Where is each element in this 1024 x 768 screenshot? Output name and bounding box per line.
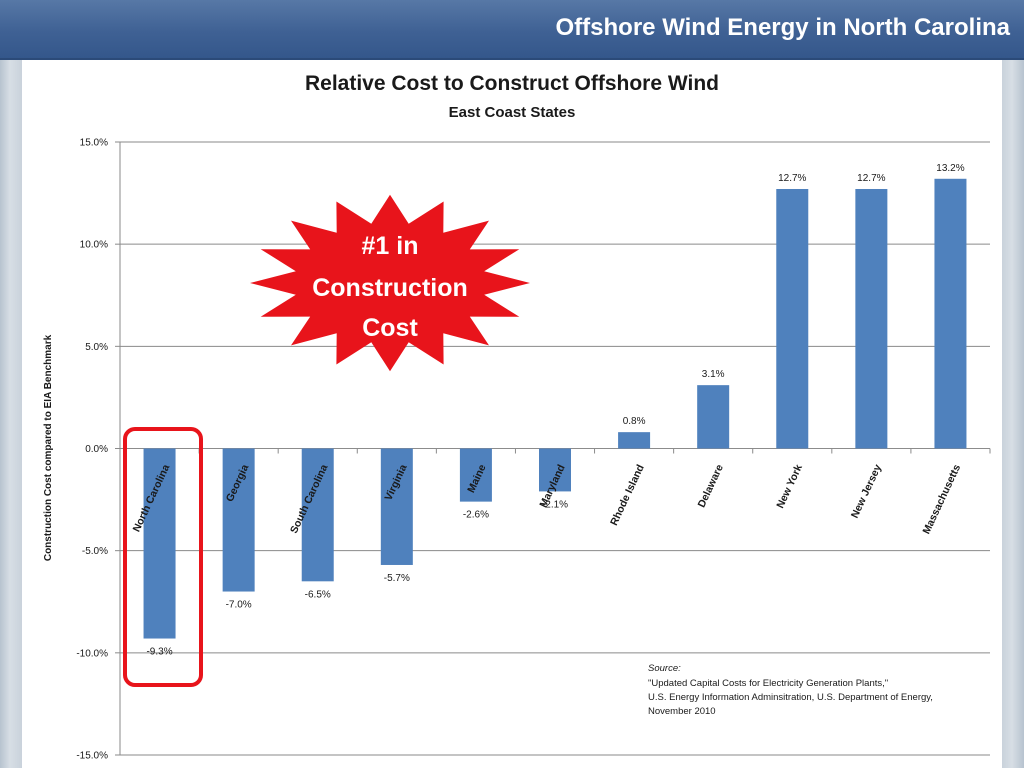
value-label: -9.3% bbox=[146, 647, 172, 658]
starburst-shape bbox=[250, 194, 530, 372]
y-tick-label: 5.0% bbox=[85, 342, 108, 353]
bar bbox=[776, 188, 809, 449]
y-tick-label: 10.0% bbox=[80, 240, 108, 251]
y-axis-ticks: 15.0% 10.0% 5.0% 0.0% -5.0% -10.0% -15.0% bbox=[76, 138, 108, 762]
source-line-3: U.S. Energy Information Adminsitration, … bbox=[648, 692, 933, 703]
callout-line-3: Cost bbox=[362, 314, 418, 342]
bar bbox=[380, 448, 413, 565]
chart-panel bbox=[22, 60, 1002, 768]
value-label: 13.2% bbox=[936, 163, 964, 174]
bar bbox=[539, 448, 571, 492]
bar bbox=[934, 178, 967, 449]
chart-subtitle: East Coast States bbox=[449, 104, 576, 121]
chart-title: Relative Cost to Construct Offshore Wind bbox=[305, 72, 719, 95]
category-label: Delaware bbox=[696, 463, 726, 510]
slide-title: Offshore Wind Energy in North Carolina bbox=[555, 14, 1010, 41]
slide-header: Offshore Wind Energy in North Carolina bbox=[0, 0, 1024, 60]
gridlines bbox=[115, 141, 991, 756]
bar bbox=[697, 385, 730, 449]
value-label: -7.0% bbox=[226, 600, 252, 611]
category-label: New Jersey bbox=[849, 463, 884, 521]
value-labels: -9.3% -7.0% -6.5% -5.7% -2.6% -2.1% 0.8% 3.1% 12… bbox=[146, 163, 964, 658]
y-tick-label: 0.0% bbox=[85, 444, 108, 455]
source-line-4: November 2010 bbox=[648, 706, 716, 717]
category-label: New York bbox=[774, 463, 805, 511]
y-tick-label: 15.0% bbox=[80, 138, 108, 149]
callout-line-2: Construction bbox=[312, 274, 468, 302]
y-axis-label: Construction Cost compared to EIA Benchm… bbox=[43, 334, 54, 561]
bars bbox=[143, 178, 967, 639]
value-label: 12.7% bbox=[857, 173, 885, 184]
y-tick-label: -10.0% bbox=[76, 648, 108, 659]
value-label: -5.7% bbox=[384, 573, 410, 584]
value-label: -2.6% bbox=[463, 510, 489, 521]
bar bbox=[459, 448, 492, 502]
category-label: Massachusetts bbox=[920, 463, 963, 536]
source-line-1: Source: bbox=[648, 663, 681, 674]
callout-line-1: #1 in bbox=[362, 232, 419, 260]
value-label: 12.7% bbox=[778, 173, 806, 184]
starburst-callout: #1 in Construction Cost bbox=[250, 194, 530, 372]
bar bbox=[222, 448, 255, 592]
y-tick-label: -5.0% bbox=[82, 546, 108, 557]
bar bbox=[143, 448, 176, 639]
category-label: Rhode Island bbox=[608, 463, 647, 528]
highlight-box bbox=[123, 427, 203, 687]
bar bbox=[618, 432, 651, 449]
value-label: -2.1% bbox=[542, 499, 568, 510]
value-label: 0.8% bbox=[623, 416, 646, 427]
value-label: -6.5% bbox=[305, 589, 331, 600]
source-line-2: "Updated Capital Costs for Electricity G… bbox=[648, 678, 888, 689]
y-tick-label: -15.0% bbox=[76, 751, 108, 762]
bar bbox=[855, 188, 888, 449]
bar bbox=[301, 448, 334, 582]
source-note: Source: "Updated Capital Costs for Elect… bbox=[648, 663, 933, 717]
value-label: 3.1% bbox=[702, 369, 725, 380]
